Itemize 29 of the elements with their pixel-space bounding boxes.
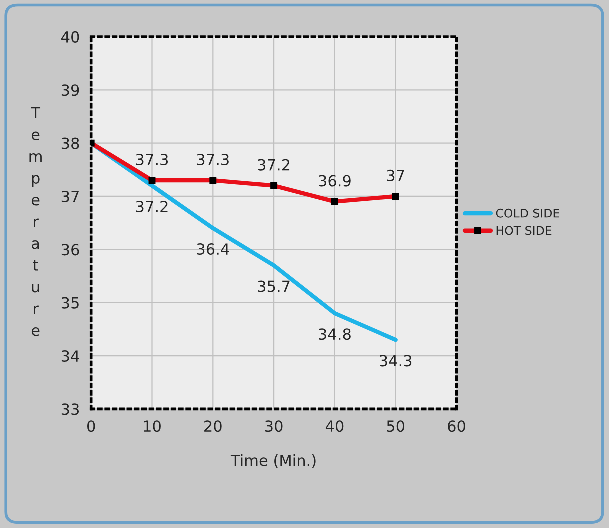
data-label: 36.9 [319,175,351,187]
y-tick-label: 39 [62,84,80,96]
text: Temperature [30,107,42,336]
y-tick-label: 38 [62,138,80,150]
data-label: 37.3 [136,154,168,166]
y-tick-label: 36 [62,244,80,256]
x-tick-label: 60 [448,420,466,432]
y-tick-label: 34 [62,350,80,362]
data-label: 36.4 [197,243,230,256]
data-label: 37.2 [136,200,168,213]
data-label: 34.8 [319,328,351,340]
y-tick-label: 33 [62,404,80,416]
x-tick-label: 50 [387,420,405,432]
data-label: 37 [387,170,404,182]
y-tick-label: 37 [62,190,79,203]
x-tick-label: 30 [265,420,283,432]
data-label: 37.3 [197,154,229,166]
y-tick-label: 35 [62,297,79,309]
data-label: 34.3 [380,355,412,367]
x-axis-title: Time (Min.) [230,454,316,468]
legend-label: COLD SIDE [496,208,560,218]
x-tick-label: 0 [87,420,96,432]
x-tick-label: 40 [326,420,344,432]
legend-label: HOT SIDE [496,226,552,236]
x-tick-label: 10 [144,420,161,432]
x-tick-label: 20 [204,420,222,432]
data-label: 37.2 [258,159,290,171]
y-tick-label: 40 [62,31,80,43]
data-label: 35.7 [258,280,290,292]
